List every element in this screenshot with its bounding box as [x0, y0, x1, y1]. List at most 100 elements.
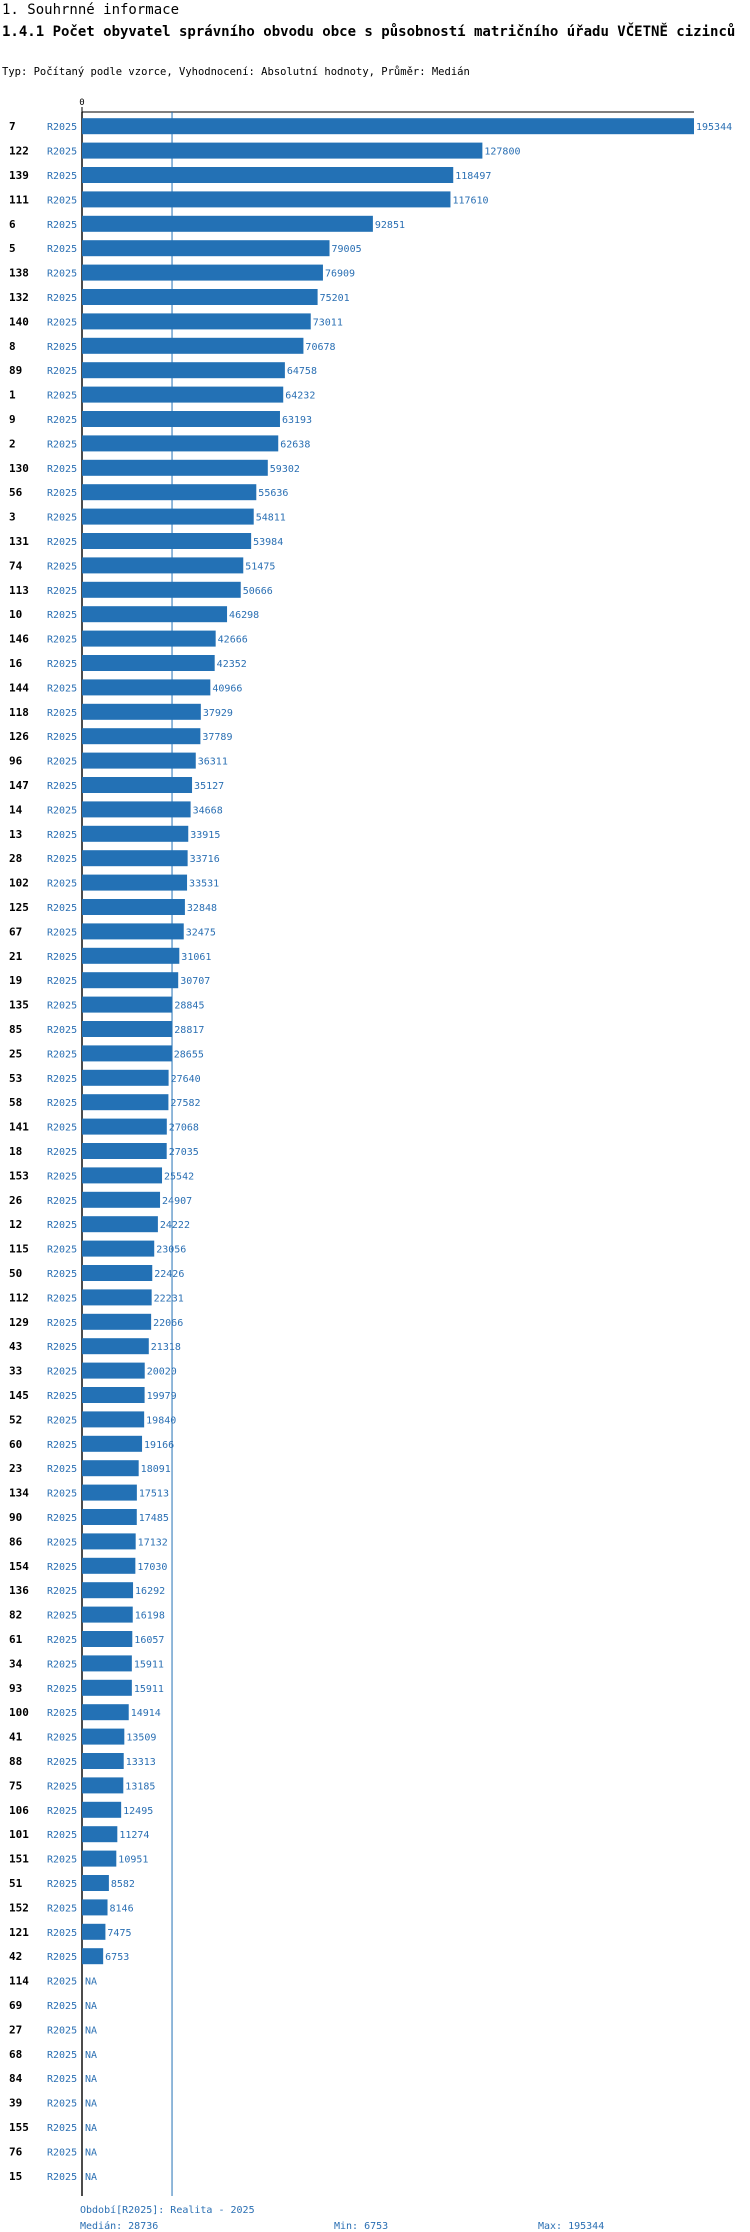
bar: [82, 459, 268, 476]
data-label-missing: NA: [85, 2172, 97, 2183]
category-label: 130: [9, 462, 29, 475]
bar: [82, 777, 193, 793]
category-label: 16: [9, 657, 23, 670]
series-label: R2025: [47, 1977, 77, 1988]
category-label: 88: [9, 1755, 22, 1768]
category-label: 8: [9, 340, 16, 353]
series-label: R2025: [47, 1489, 77, 1500]
data-label: 32475: [186, 927, 216, 938]
data-label: 55636: [258, 488, 288, 499]
data-label: 118497: [455, 171, 491, 182]
data-label: 27068: [169, 1123, 199, 1134]
category-label: 135: [9, 999, 29, 1012]
series-label: R2025: [47, 1318, 77, 1329]
series-label: R2025: [47, 1659, 77, 1670]
category-label: 42: [9, 1950, 22, 1963]
bar: [82, 1167, 163, 1184]
series-label: R2025: [47, 1196, 77, 1207]
data-label: 11274: [119, 1830, 149, 1841]
series-label: R2025: [47, 708, 77, 719]
series-label: R2025: [47, 195, 77, 206]
category-label: 6: [9, 218, 16, 231]
category-label: 34: [9, 1657, 23, 1670]
series-label: R2025: [47, 1611, 77, 1622]
bar: [82, 1362, 145, 1379]
data-label: 70678: [305, 342, 335, 353]
data-label: 40966: [212, 683, 242, 694]
series-label: R2025: [47, 513, 77, 524]
bar: [82, 1923, 106, 1940]
bar: [82, 362, 285, 379]
category-label: 68: [9, 2048, 22, 2061]
data-label: 30707: [180, 976, 210, 987]
data-label: 50666: [243, 586, 273, 597]
data-label: 27035: [169, 1147, 199, 1158]
category-label: 1: [9, 389, 16, 402]
data-label: 8146: [110, 1903, 134, 1914]
category-label: 56: [9, 486, 23, 499]
data-label: 19840: [146, 1415, 176, 1426]
data-label: 76909: [325, 269, 355, 280]
category-label: 152: [9, 1901, 29, 1914]
series-label: R2025: [47, 1464, 77, 1475]
series-label: R2025: [47, 1245, 77, 1256]
bar: [82, 557, 244, 574]
data-label: 195344: [696, 122, 732, 133]
series-label: R2025: [47, 1757, 77, 1768]
bar: [82, 118, 694, 135]
series-label: R2025: [47, 1806, 77, 1817]
category-label: 2: [9, 437, 16, 450]
series-label: R2025: [47, 1171, 77, 1182]
series-label: R2025: [47, 1855, 77, 1866]
data-label: 42352: [217, 659, 247, 670]
bar: [82, 996, 173, 1013]
category-label: 96: [9, 755, 23, 768]
series-label: R2025: [47, 1098, 77, 1109]
data-label: 14914: [131, 1708, 161, 1719]
data-label: 6753: [105, 1952, 129, 1963]
data-label: 79005: [332, 244, 362, 255]
series-label: R2025: [47, 1684, 77, 1695]
series-label: R2025: [47, 2074, 77, 2085]
bar: [82, 825, 189, 842]
series-label: R2025: [47, 1781, 77, 1792]
data-label: 12495: [123, 1806, 153, 1817]
series-label: R2025: [47, 2099, 77, 2110]
bar: [82, 1216, 158, 1233]
series-label: R2025: [47, 732, 77, 743]
bar: [82, 1704, 129, 1721]
series-label: R2025: [47, 2050, 77, 2061]
category-label: 14: [9, 803, 23, 816]
category-label: 75: [9, 1779, 22, 1792]
data-label: 34668: [193, 805, 223, 816]
category-label: 145: [9, 1389, 29, 1402]
category-label: 136: [9, 1584, 29, 1597]
series-label: R2025: [47, 976, 77, 987]
data-label: 127800: [484, 147, 520, 158]
bar: [82, 264, 323, 281]
category-label: 39: [9, 2097, 22, 2110]
bar: [82, 1387, 145, 1403]
bar: [82, 1289, 152, 1306]
series-label: R2025: [47, 464, 77, 475]
data-label: 42666: [218, 635, 248, 646]
category-label: 50: [9, 1267, 22, 1280]
data-label: 18091: [141, 1464, 171, 1475]
data-label: 25542: [164, 1171, 194, 1182]
data-label: 22066: [153, 1318, 183, 1329]
data-label-missing: NA: [85, 2001, 97, 2012]
data-label: 17513: [139, 1489, 169, 1500]
series-label: R2025: [47, 2147, 77, 2158]
data-label: 59302: [270, 464, 300, 475]
series-label: R2025: [47, 683, 77, 694]
series-label: R2025: [47, 903, 77, 914]
data-label: 27582: [170, 1098, 200, 1109]
bar: [82, 167, 454, 183]
bar: [82, 533, 252, 549]
category-label: 84: [9, 2072, 23, 2085]
series-label: R2025: [47, 2172, 77, 2183]
series-label: R2025: [47, 610, 77, 621]
series-label: R2025: [47, 1342, 77, 1353]
category-label: 113: [9, 584, 29, 597]
data-label: 33915: [190, 830, 220, 841]
